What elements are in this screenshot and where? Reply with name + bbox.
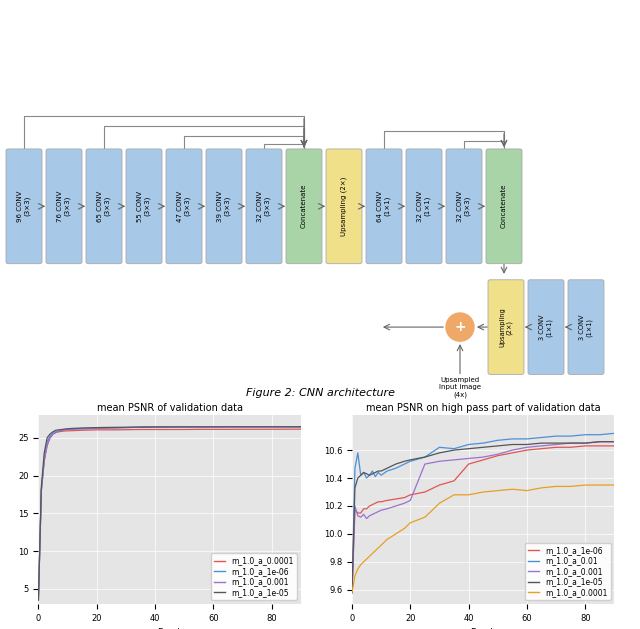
Text: Concatenate: Concatenate	[301, 184, 307, 228]
Text: 32 CONV
(3×3): 32 CONV (3×3)	[457, 191, 471, 222]
Legend: m_1.0_a_0.0001, m_1.0_a_1e-06, m_1.0_a_0.001, m_1.0_a_1e-05: m_1.0_a_0.0001, m_1.0_a_1e-06, m_1.0_a_0…	[211, 554, 297, 600]
Text: +: +	[454, 320, 466, 334]
Text: 32 CONV
(3×3): 32 CONV (3×3)	[257, 191, 271, 222]
FancyBboxPatch shape	[528, 280, 564, 374]
FancyBboxPatch shape	[86, 149, 122, 264]
FancyBboxPatch shape	[286, 149, 322, 264]
FancyBboxPatch shape	[6, 149, 42, 264]
Title: mean PSNR on high pass part of validation data: mean PSNR on high pass part of validatio…	[366, 403, 600, 413]
Text: 39 CONV
(3×3): 39 CONV (3×3)	[217, 191, 231, 222]
FancyBboxPatch shape	[446, 149, 482, 264]
Text: Upsampling
(2×): Upsampling (2×)	[499, 307, 513, 347]
Title: mean PSNR of validation data: mean PSNR of validation data	[97, 403, 243, 413]
Text: Upsampling (2×): Upsampling (2×)	[340, 177, 348, 236]
FancyBboxPatch shape	[166, 149, 202, 264]
FancyBboxPatch shape	[46, 149, 82, 264]
Text: 64 CONV
(1×1): 64 CONV (1×1)	[377, 191, 391, 222]
FancyBboxPatch shape	[126, 149, 162, 264]
Text: 3 CONV
(1×1): 3 CONV (1×1)	[540, 314, 553, 340]
X-axis label: Epoch: Epoch	[470, 628, 496, 629]
Text: 76 CONV
(3×3): 76 CONV (3×3)	[57, 191, 71, 222]
Text: 55 CONV
(3×3): 55 CONV (3×3)	[137, 191, 151, 222]
FancyBboxPatch shape	[486, 149, 522, 264]
FancyBboxPatch shape	[488, 280, 524, 374]
Text: Upsampled
Input image
(4x): Upsampled Input image (4x)	[439, 377, 481, 398]
Text: 96 CONV
(3×3): 96 CONV (3×3)	[17, 191, 31, 222]
FancyBboxPatch shape	[326, 149, 362, 264]
Text: 32 CONV
(1×1): 32 CONV (1×1)	[417, 191, 431, 222]
Circle shape	[446, 313, 474, 341]
Text: Concatenate: Concatenate	[501, 184, 507, 228]
Text: Figure 2: CNN architecture: Figure 2: CNN architecture	[246, 387, 394, 398]
FancyBboxPatch shape	[406, 149, 442, 264]
Text: 65 CONV
(3×3): 65 CONV (3×3)	[97, 191, 111, 222]
FancyBboxPatch shape	[568, 280, 604, 374]
FancyBboxPatch shape	[366, 149, 402, 264]
Text: 47 CONV
(3×3): 47 CONV (3×3)	[177, 191, 191, 222]
X-axis label: Epoch: Epoch	[157, 628, 182, 629]
Text: 3 CONV
(1×1): 3 CONV (1×1)	[579, 314, 593, 340]
FancyBboxPatch shape	[206, 149, 242, 264]
Legend: m_1.0_a_1e-06, m_1.0_a_0.01, m_1.0_a_0.001, m_1.0_a_1e-05, m_1.0_a_0.0001: m_1.0_a_1e-06, m_1.0_a_0.01, m_1.0_a_0.0…	[525, 543, 611, 600]
FancyBboxPatch shape	[246, 149, 282, 264]
